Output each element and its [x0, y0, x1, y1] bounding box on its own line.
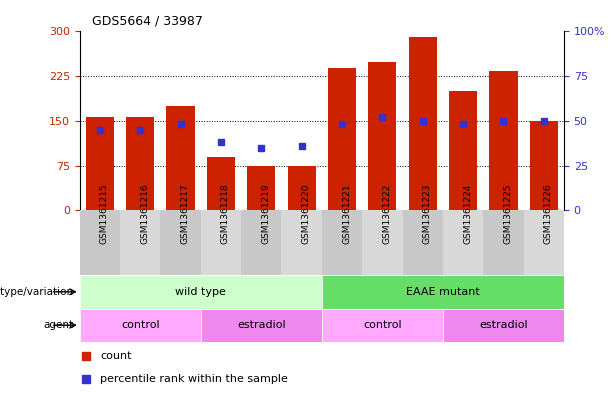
Bar: [126, 117, 154, 210]
Bar: [322, 309, 443, 342]
Bar: [368, 62, 397, 210]
Bar: [409, 37, 437, 210]
Text: estradiol: estradiol: [237, 320, 286, 330]
Bar: [80, 275, 322, 309]
Text: agent: agent: [44, 320, 74, 330]
Text: GSM1361218: GSM1361218: [221, 183, 230, 244]
Text: GSM1361225: GSM1361225: [503, 183, 512, 244]
Text: wild type: wild type: [175, 287, 226, 297]
Bar: [449, 91, 477, 210]
Bar: [362, 210, 403, 275]
Text: GSM1361226: GSM1361226: [544, 183, 553, 244]
Text: control: control: [121, 320, 159, 330]
Text: control: control: [363, 320, 402, 330]
Text: GSM1361224: GSM1361224: [463, 183, 472, 244]
Bar: [80, 210, 120, 275]
Text: count: count: [100, 351, 132, 361]
Text: GSM1361217: GSM1361217: [181, 183, 189, 244]
Bar: [247, 165, 275, 210]
Bar: [328, 68, 356, 210]
Bar: [524, 210, 564, 275]
Text: GSM1361223: GSM1361223: [423, 183, 432, 244]
Text: EAAE mutant: EAAE mutant: [406, 287, 480, 297]
Bar: [201, 309, 322, 342]
Bar: [489, 72, 517, 210]
Bar: [443, 309, 564, 342]
Bar: [120, 210, 161, 275]
Bar: [161, 210, 201, 275]
Text: GSM1361221: GSM1361221: [342, 183, 351, 244]
Text: percentile rank within the sample: percentile rank within the sample: [100, 374, 288, 384]
Bar: [167, 106, 195, 210]
Text: GDS5664 / 33987: GDS5664 / 33987: [92, 15, 203, 28]
Bar: [281, 210, 322, 275]
Bar: [443, 210, 483, 275]
Bar: [287, 165, 316, 210]
Bar: [86, 117, 114, 210]
Text: GSM1361215: GSM1361215: [100, 183, 109, 244]
Bar: [530, 121, 558, 210]
Bar: [483, 210, 524, 275]
Bar: [207, 156, 235, 210]
Text: genotype/variation: genotype/variation: [0, 287, 74, 297]
Bar: [322, 275, 564, 309]
Bar: [403, 210, 443, 275]
Text: GSM1361220: GSM1361220: [302, 183, 311, 244]
Text: GSM1361216: GSM1361216: [140, 183, 149, 244]
Text: estradiol: estradiol: [479, 320, 528, 330]
Bar: [201, 210, 241, 275]
Bar: [322, 210, 362, 275]
Text: GSM1361219: GSM1361219: [261, 183, 270, 244]
Text: GSM1361222: GSM1361222: [383, 183, 391, 244]
Bar: [80, 309, 201, 342]
Bar: [241, 210, 281, 275]
